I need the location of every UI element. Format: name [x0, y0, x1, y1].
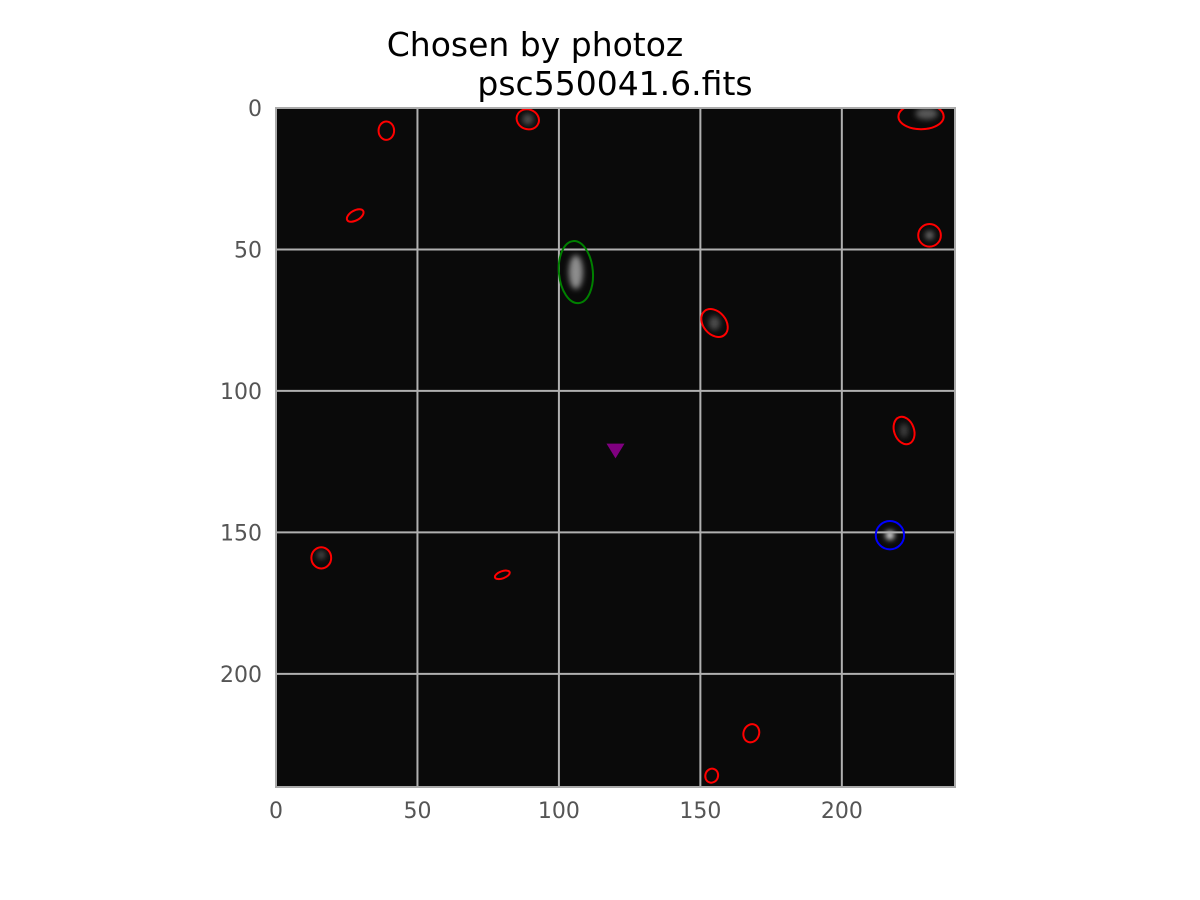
y-tick-label: 150: [220, 521, 262, 546]
x-tick-label: 100: [538, 799, 580, 824]
chart-title-line-2: psc550041.6.fits: [477, 64, 752, 103]
image-source-3: [709, 316, 720, 330]
y-tick-label: 0: [248, 97, 262, 122]
image-source-0: [569, 255, 583, 289]
image-source-4: [900, 423, 908, 437]
x-tick-label: 150: [679, 799, 721, 824]
y-tick-label: 200: [220, 663, 262, 688]
image-source-5: [317, 551, 325, 559]
image-source-7: [522, 114, 533, 125]
image-source-6: [915, 108, 938, 119]
y-axis: 0 50 100 150 200: [220, 97, 262, 688]
chart-title-line-1: Chosen by photoz: [387, 25, 684, 64]
x-tick-label: 50: [403, 799, 431, 824]
x-tick-label: 200: [821, 799, 863, 824]
x-tick-label: 0: [269, 799, 283, 824]
y-tick-label: 50: [234, 238, 262, 263]
image-source-2: [925, 231, 933, 239]
x-axis: 0 50 100 150 200: [269, 799, 863, 824]
y-tick-label: 100: [220, 380, 262, 405]
